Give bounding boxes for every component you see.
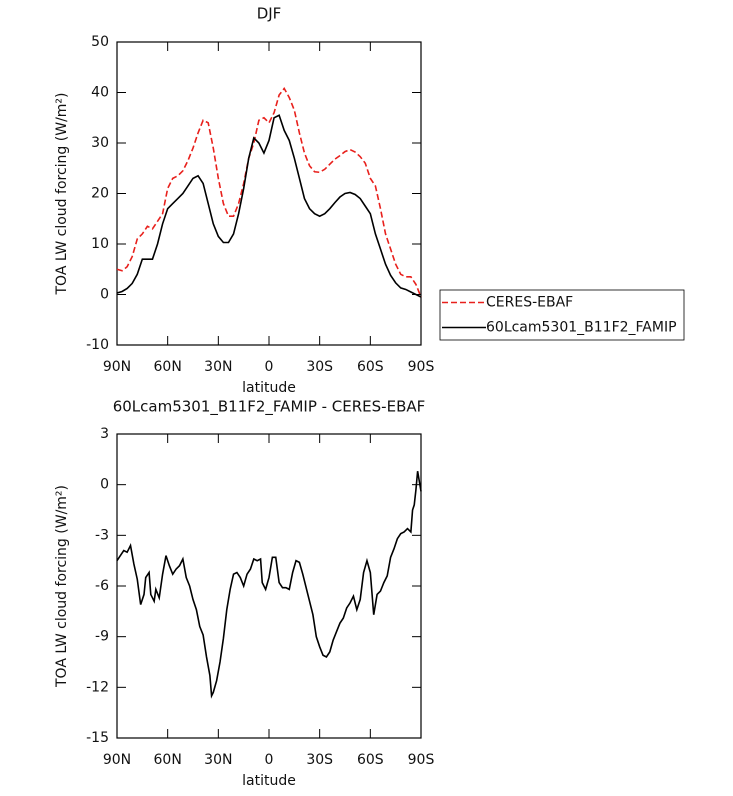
- x-axis-label: latitude: [242, 773, 296, 789]
- y-tick-label: 40: [91, 85, 109, 101]
- x-tick-label: 60N: [154, 359, 182, 375]
- x-tick-label: 60N: [154, 752, 182, 768]
- y-axis-label: TOA LW cloud forcing (W/m²): [54, 485, 70, 688]
- legend-box: [439, 289, 685, 341]
- x-tick-label: 60S: [357, 359, 384, 375]
- y-axis-label: TOA LW cloud forcing (W/m²): [54, 93, 70, 296]
- chart-title: 60Lcam5301_B11F2_FAMIP - CERES-EBAF: [113, 398, 426, 417]
- y-tick-label: -6: [95, 578, 109, 594]
- y-tick-label: -10: [86, 337, 109, 353]
- y-tick-label: -12: [86, 679, 109, 695]
- x-tick-label: 90S: [408, 752, 435, 768]
- series-line: [116, 114, 422, 298]
- series-line: [116, 471, 422, 699]
- legend-label: CERES-EBAF: [486, 295, 573, 311]
- x-tick-label: 0: [265, 752, 274, 768]
- x-tick-label: 30S: [306, 752, 333, 768]
- plot-frame: [116, 41, 422, 346]
- x-tick-label: 90N: [103, 359, 131, 375]
- x-tick-label: 90N: [103, 752, 131, 768]
- y-tick-label: 10: [91, 236, 109, 252]
- y-tick-label: 30: [91, 135, 109, 151]
- x-tick-label: 90S: [408, 359, 435, 375]
- y-tick-label: -15: [86, 730, 109, 746]
- series-line: [116, 87, 422, 298]
- x-tick-label: 60S: [357, 752, 384, 768]
- chart-title: DJF: [257, 5, 282, 23]
- plot-frame: [116, 433, 422, 739]
- x-tick-label: 30N: [204, 359, 232, 375]
- x-tick-label: 0: [265, 359, 274, 375]
- y-tick-label: 0: [100, 287, 109, 303]
- y-tick-label: 3: [100, 426, 109, 442]
- y-tick-label: 0: [100, 477, 109, 493]
- x-axis-label: latitude: [242, 380, 296, 396]
- y-tick-label: -3: [95, 527, 109, 543]
- y-tick-label: -9: [95, 629, 109, 645]
- y-tick-label: 50: [91, 34, 109, 50]
- y-tick-label: 20: [91, 186, 109, 202]
- x-tick-label: 30S: [306, 359, 333, 375]
- x-tick-label: 30N: [204, 752, 232, 768]
- legend-label: 60Lcam5301_B11F2_FAMIP: [486, 320, 677, 336]
